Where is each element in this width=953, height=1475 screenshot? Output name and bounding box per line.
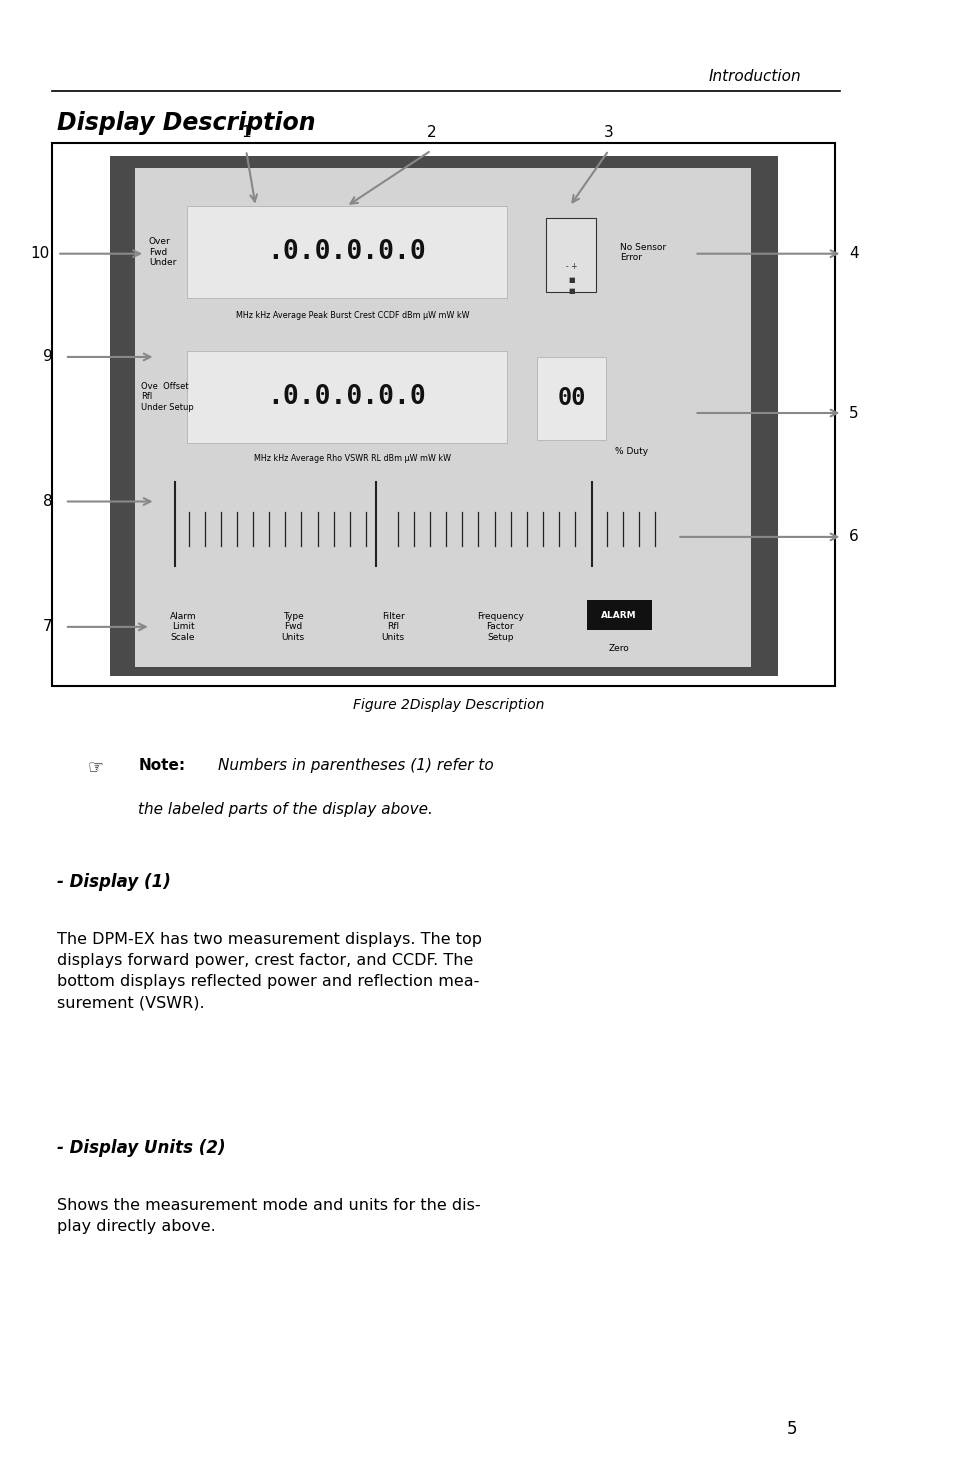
Text: Introduction: Introduction bbox=[708, 69, 801, 84]
Text: Type
Fwd
Units: Type Fwd Units bbox=[281, 612, 304, 642]
Text: - Display (1): - Display (1) bbox=[57, 873, 171, 891]
Text: 8: 8 bbox=[43, 494, 52, 509]
Text: No Sensor
Error: No Sensor Error bbox=[619, 242, 665, 263]
Text: 4: 4 bbox=[848, 246, 858, 261]
Text: Filter
Rfl
Units: Filter Rfl Units bbox=[381, 612, 404, 642]
Text: % Duty: % Duty bbox=[615, 447, 648, 456]
Text: 1: 1 bbox=[241, 125, 251, 140]
Text: Figure 2Display Description: Figure 2Display Description bbox=[353, 698, 543, 711]
FancyBboxPatch shape bbox=[135, 168, 750, 667]
FancyBboxPatch shape bbox=[110, 156, 777, 676]
Text: ☞: ☞ bbox=[88, 758, 103, 776]
Text: - +: - + bbox=[565, 263, 577, 271]
Text: 5: 5 bbox=[848, 406, 858, 420]
Text: Shows the measurement mode and units for the dis-
play directly above.: Shows the measurement mode and units for… bbox=[57, 1198, 480, 1233]
Text: The DPM-EX has two measurement displays. The top
displays forward power, crest f: The DPM-EX has two measurement displays.… bbox=[57, 932, 481, 1010]
Text: ALARM: ALARM bbox=[600, 611, 637, 620]
Text: 7: 7 bbox=[43, 620, 52, 634]
Text: 10: 10 bbox=[30, 246, 50, 261]
Text: Frequency
Factor
Setup: Frequency Factor Setup bbox=[476, 612, 523, 642]
Text: Ove  Offset
Rfl
Under Setup: Ove Offset Rfl Under Setup bbox=[141, 382, 193, 412]
Text: .0.0.0.0.0: .0.0.0.0.0 bbox=[267, 239, 425, 266]
Text: Display Description: Display Description bbox=[57, 111, 315, 134]
FancyBboxPatch shape bbox=[187, 207, 506, 298]
Text: Zero: Zero bbox=[608, 645, 629, 653]
FancyBboxPatch shape bbox=[545, 218, 596, 292]
Text: .0.0.0.0.0: .0.0.0.0.0 bbox=[267, 384, 425, 410]
Text: MHz kHz Average Peak Burst Crest CCDF dBm μW mW kW: MHz kHz Average Peak Burst Crest CCDF dB… bbox=[236, 311, 469, 320]
Text: MHz kHz Average Rho VSWR RL dBm μW mW kW: MHz kHz Average Rho VSWR RL dBm μW mW kW bbox=[254, 454, 451, 463]
Text: the labeled parts of the display above.: the labeled parts of the display above. bbox=[138, 802, 433, 817]
Text: Over
Fwd
Under: Over Fwd Under bbox=[149, 237, 176, 267]
FancyBboxPatch shape bbox=[52, 143, 834, 686]
Text: 3: 3 bbox=[603, 125, 613, 140]
Text: ■: ■ bbox=[568, 288, 574, 294]
FancyBboxPatch shape bbox=[187, 351, 506, 442]
Text: - Display Units (2): - Display Units (2) bbox=[57, 1139, 226, 1156]
Text: Note:: Note: bbox=[138, 758, 185, 773]
Text: ■: ■ bbox=[568, 277, 574, 283]
Text: 6: 6 bbox=[848, 530, 858, 544]
Text: 9: 9 bbox=[43, 350, 52, 364]
Text: Numbers in parentheses (1) refer to: Numbers in parentheses (1) refer to bbox=[217, 758, 493, 773]
FancyBboxPatch shape bbox=[537, 357, 605, 440]
Text: 2: 2 bbox=[426, 125, 436, 140]
FancyBboxPatch shape bbox=[586, 600, 651, 630]
Text: 5: 5 bbox=[785, 1420, 797, 1438]
Text: 00: 00 bbox=[557, 386, 585, 410]
Text: Alarm
Limit
Scale: Alarm Limit Scale bbox=[170, 612, 196, 642]
